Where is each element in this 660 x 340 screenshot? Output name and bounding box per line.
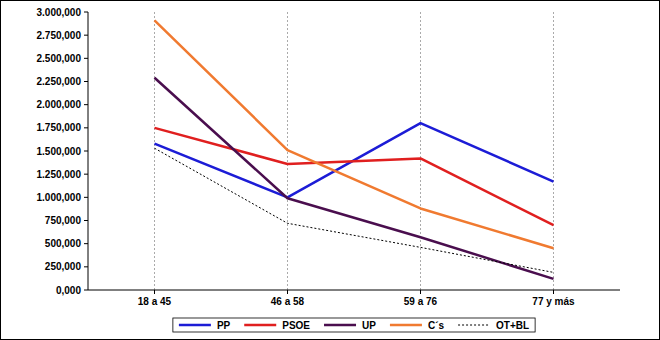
legend-swatch [324, 324, 356, 327]
x-tick [420, 290, 421, 294]
x-tick [287, 290, 288, 294]
y-tick-label: 0,000 [56, 285, 81, 296]
y-tick [84, 58, 88, 59]
legend-swatch [244, 324, 276, 327]
y-tick-label: 1.500,000 [37, 146, 82, 157]
x-tick-label: 77 y más [532, 296, 575, 307]
legend-label: PP [217, 320, 231, 331]
grid-line [154, 12, 155, 290]
y-tick [84, 127, 88, 128]
y-tick-label: 500,000 [45, 238, 82, 249]
x-tick-label: 59 a 76 [404, 296, 438, 307]
y-tick-label: 1.750,000 [37, 122, 82, 133]
y-tick-label: 750,000 [45, 215, 82, 226]
y-tick [84, 81, 88, 82]
x-tick-label: 18 a 45 [138, 296, 172, 307]
plot-lines [155, 20, 554, 279]
legend-label: PSOE [282, 320, 310, 331]
y-tick [84, 290, 88, 291]
y-tick [84, 197, 88, 198]
legend-box [173, 318, 535, 332]
chart: 0,000 250,000 500,000 750,000 1.000,000 1.250… [0, 0, 660, 340]
x-tick [553, 290, 554, 294]
y-tick-label: 1.250,000 [37, 169, 82, 180]
y-tick-label: 1.000,000 [37, 192, 82, 203]
legend-label: OT+BL [496, 320, 529, 331]
legend-label: UP [362, 320, 376, 331]
y-tick [84, 151, 88, 152]
legend: PP PSOE UP C´s OT+BL [173, 318, 535, 332]
y-tick-label: 250,000 [45, 261, 82, 272]
y-tick-label: 3.000,000 [37, 7, 82, 18]
y-tick [84, 266, 88, 267]
frame [1, 1, 660, 340]
series-line [155, 128, 554, 225]
legend-swatch [179, 324, 211, 327]
legend-swatch [390, 324, 422, 327]
y-tick [84, 243, 88, 244]
y-tick [84, 220, 88, 221]
series-line [155, 20, 554, 248]
y-tick-label: 2.750,000 [37, 30, 82, 41]
y-tick [84, 104, 88, 105]
legend-label: C´s [428, 320, 445, 331]
x-tick-label: 46 a 58 [271, 296, 305, 307]
y-tick [84, 174, 88, 175]
x-tick [154, 290, 155, 294]
series-line [155, 148, 554, 272]
grid-line [420, 12, 421, 290]
legend-swatch [458, 325, 490, 326]
y-tick [84, 12, 88, 13]
x-axis [88, 290, 620, 291]
y-tick [84, 35, 88, 36]
y-tick-label: 2.000,000 [37, 99, 82, 110]
y-tick-label: 2.500,000 [37, 53, 82, 64]
y-tick-label: 2.250,000 [37, 76, 82, 87]
